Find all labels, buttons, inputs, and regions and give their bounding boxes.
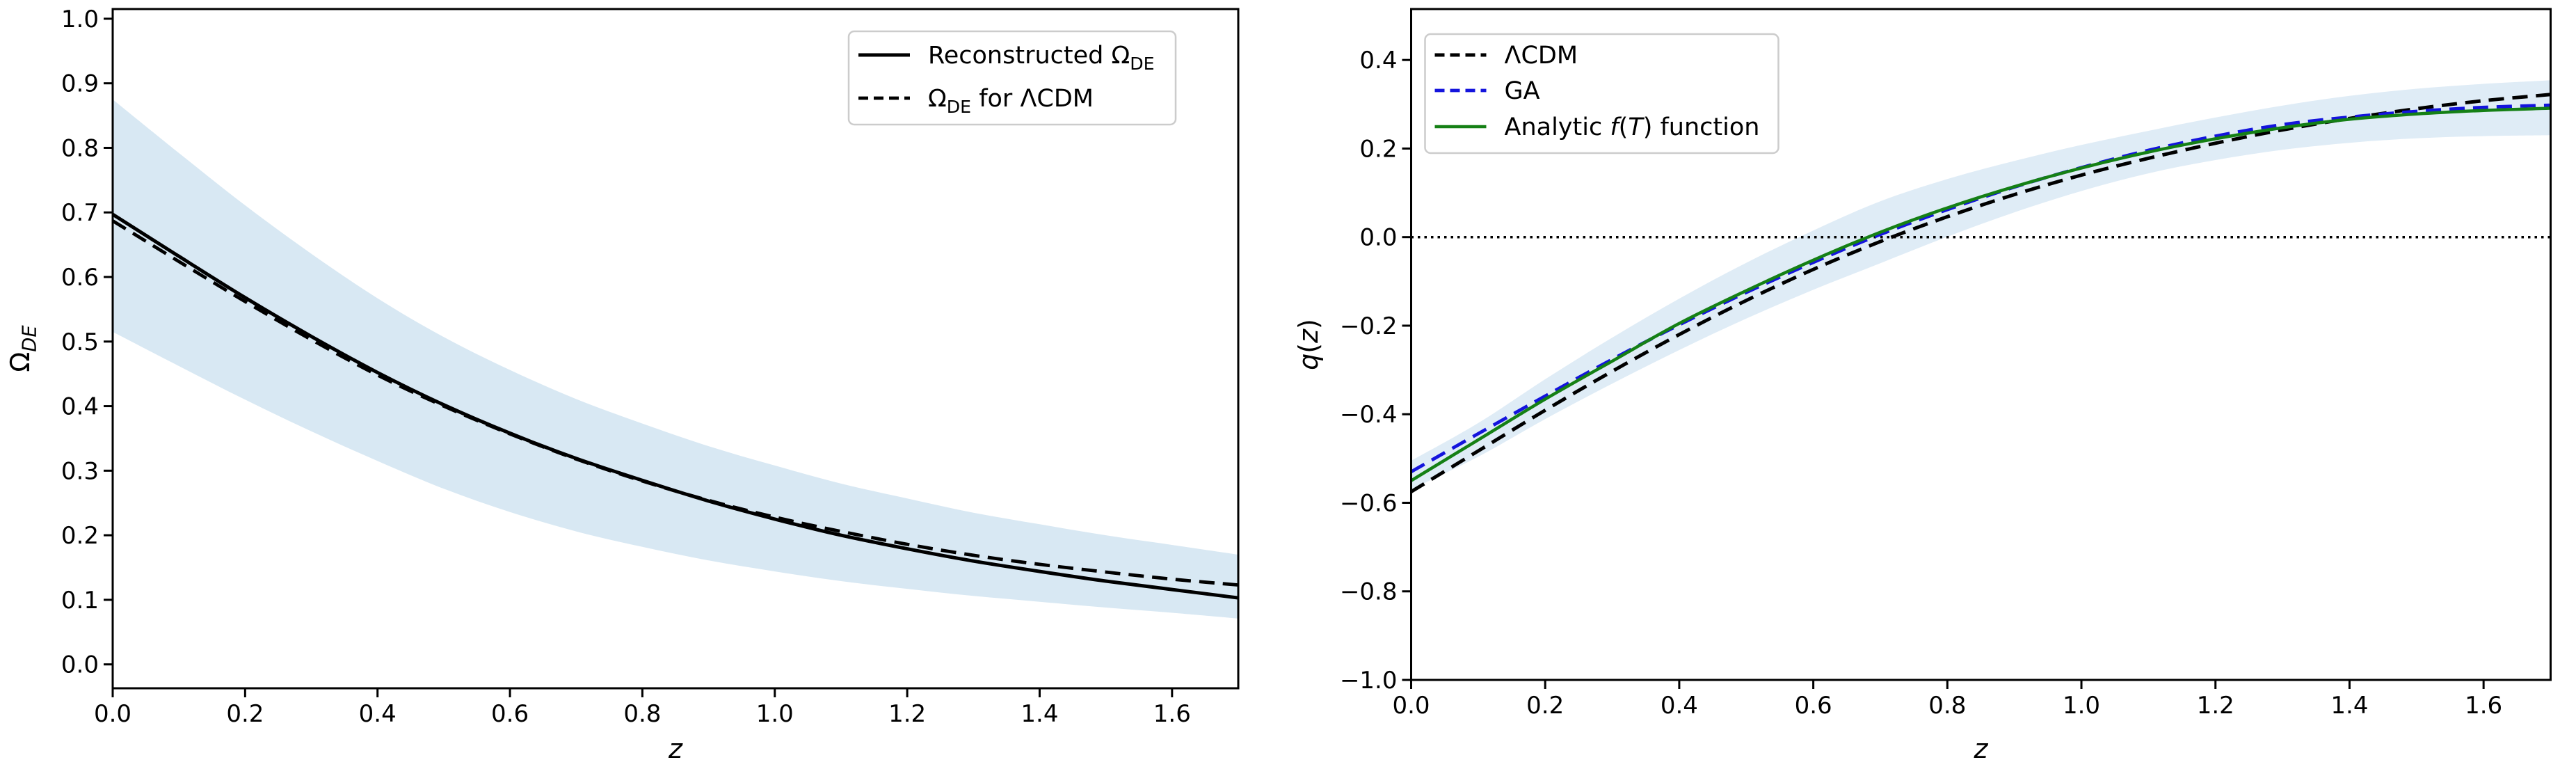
y-axis-label: q(z) xyxy=(1293,319,1324,370)
x-axis-tick-label: 0.0 xyxy=(94,700,131,728)
x-axis-tick-label: 1.4 xyxy=(1021,700,1058,728)
legend-label-de-for-cdm: ΩDE for ΛCDM xyxy=(928,85,1094,117)
y-axis-tick-label: −0.4 xyxy=(1339,401,1397,429)
y-axis-tick-label: 0.8 xyxy=(61,134,99,162)
x-axis-tick-label: 0.6 xyxy=(491,700,529,728)
x-axis-tick-label: 1.2 xyxy=(2196,692,2234,720)
y-axis-tick-label: 1.0 xyxy=(61,6,99,33)
y-axis-tick-label: 0.9 xyxy=(61,70,99,98)
series-line-ga xyxy=(1409,103,2551,473)
x-axis-tick-label: 1.0 xyxy=(2062,692,2099,720)
y-axis-tick-label: 0.2 xyxy=(61,522,99,550)
x-axis-tick-label: 1.0 xyxy=(756,700,794,728)
x-axis-tick-label: 0.8 xyxy=(1928,692,1966,720)
confidence-band xyxy=(1411,80,2550,490)
legend-label-cdm: ΛCDM xyxy=(1504,42,1578,70)
y-axis-tick-label: 0.4 xyxy=(1359,47,1397,74)
x-axis-tick-label: 0.2 xyxy=(226,700,264,728)
x-axis-tick-label: 0.4 xyxy=(1660,692,1697,720)
x-axis-label: z xyxy=(668,734,683,764)
x-axis-tick-label: 1.6 xyxy=(2465,692,2502,720)
plot-border xyxy=(111,8,1240,690)
x-axis-tick-label: 0.8 xyxy=(623,700,661,728)
y-axis-tick-label: −0.2 xyxy=(1339,312,1397,340)
series-line-cdm xyxy=(1409,93,2551,493)
x-axis-tick-label: 0.4 xyxy=(359,700,397,728)
y-axis-tick-label: 0.7 xyxy=(61,199,99,227)
y-axis-tick-label: 0.1 xyxy=(61,587,99,615)
x-axis-tick-label: 0.6 xyxy=(1794,692,1832,720)
legend-label-analytic-f-t-function: Analytic f(T) function xyxy=(1504,113,1759,141)
y-axis-tick-label: 0.5 xyxy=(61,328,99,356)
omega-de-chart-panel: 0.0 0.2 0.4 0.6 0.8 1.0 1.2 1.4 1.6 0.0 0.1 0.2 0.3 0… xyxy=(5,6,1240,764)
y-axis-tick-label: −0.6 xyxy=(1339,489,1397,517)
legend-box xyxy=(1423,33,1779,154)
legend-label-ga: GA xyxy=(1504,77,1539,105)
y-axis-tick-label: 0.0 xyxy=(1359,224,1397,252)
x-axis-tick-label: 1.2 xyxy=(888,700,926,728)
qz-chart-svg: 0.0 0.2 0.4 0.6 0.8 1.0 1.2 1.4 1.6 −1.0 −0.8 −0.6 −… xyxy=(1293,8,2552,764)
x-axis-label: z xyxy=(1973,734,1988,764)
legend-box xyxy=(847,30,1177,126)
series-line-analytic-f-t-function xyxy=(1409,106,2551,482)
x-axis-tick-label: 1.4 xyxy=(2330,692,2368,720)
legend-label-reconstructed-de: Reconstructed ΩDE xyxy=(928,42,1155,74)
qz-chart-panel: 0.0 0.2 0.4 0.6 0.8 1.0 1.2 1.4 1.6 −1.0 −0.8 −0.6 −… xyxy=(1288,0,2576,769)
y-axis-tick-label: 0.2 xyxy=(1359,135,1397,163)
y-axis-tick-label: 0.4 xyxy=(61,393,99,421)
series-line-de-for-cdm xyxy=(111,219,1239,587)
omega-de-chart-svg: 0.0 0.2 0.4 0.6 0.8 1.0 1.2 1.4 1.6 0.0 0.1 0.2 0.3 0… xyxy=(5,6,1240,764)
y-axis-tick-label: 0.0 xyxy=(61,651,99,679)
x-axis-tick-label: 0.0 xyxy=(1392,692,1430,720)
y-axis-label: ΩDE xyxy=(5,325,41,372)
y-axis-tick-label: 0.6 xyxy=(61,264,99,292)
x-axis-tick-label: 1.6 xyxy=(1153,700,1191,728)
x-axis-tick-label: 0.2 xyxy=(1526,692,1564,720)
y-axis-tick-label: −0.8 xyxy=(1339,578,1397,606)
y-axis-tick-label: −1.0 xyxy=(1339,667,1397,695)
confidence-band xyxy=(113,99,1238,619)
y-axis-tick-label: 0.3 xyxy=(61,457,99,485)
plot-border xyxy=(1409,8,2552,681)
